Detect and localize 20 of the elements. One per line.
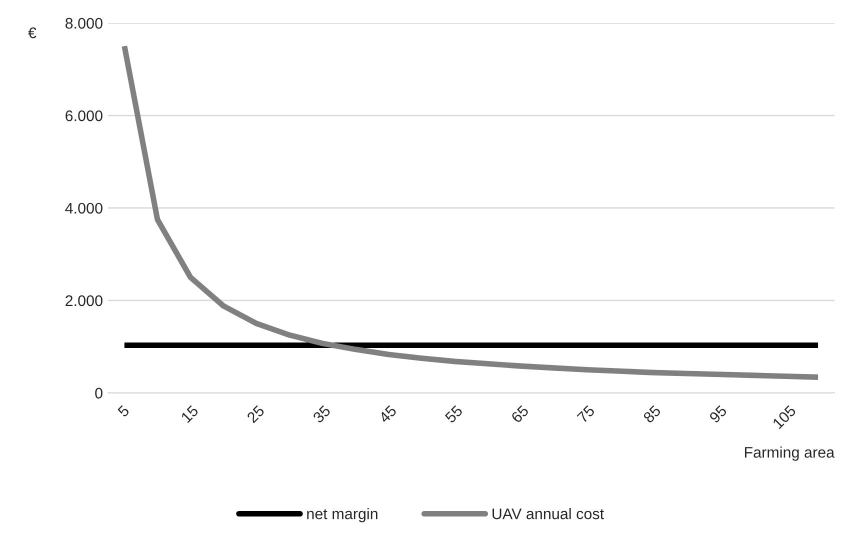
y-tick-label: 4.000 (65, 202, 102, 214)
x-tick-label: 25 (246, 404, 265, 424)
x-tick-label: 85 (642, 404, 662, 424)
y-tick-label: 6.000 (66, 110, 102, 122)
x-tick-label: 65 (510, 404, 530, 424)
x-axis-title: Farming area (744, 446, 835, 461)
y-tick-label: 0 (95, 388, 102, 399)
legend-label: UAV annual cost (492, 508, 604, 520)
x-tick-label: 55 (444, 404, 464, 424)
x-tick-label: 45 (378, 404, 398, 424)
legend-label: net margin (307, 508, 378, 522)
x-tick-label: 15 (180, 404, 199, 424)
y-axis-title: € (28, 27, 36, 38)
x-tick-label: 35 (312, 404, 332, 424)
y-tick-label: 2.000 (66, 295, 102, 306)
x-tick-label: 75 (576, 404, 596, 424)
y-tick-label: 8.000 (65, 18, 102, 29)
x-tick-label: 95 (708, 404, 728, 424)
x-tick-label: 105 (772, 404, 796, 430)
x-tick-label: 5 (117, 404, 130, 418)
